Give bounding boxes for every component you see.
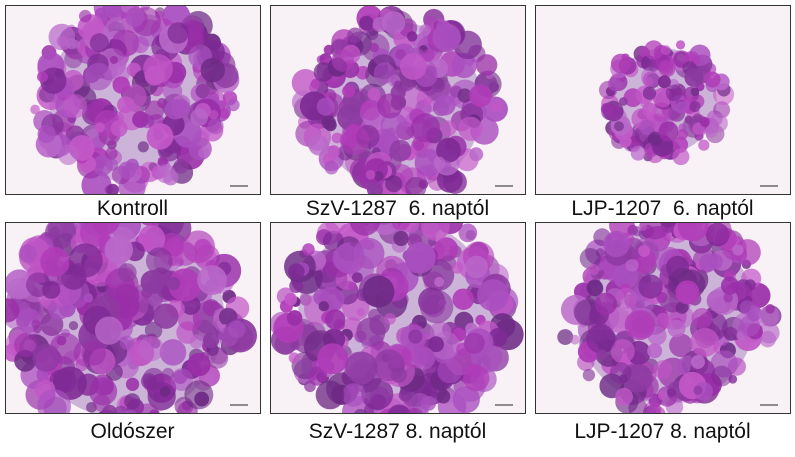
tissue-image [6, 223, 257, 413]
micrograph [535, 5, 791, 195]
micrograph [5, 222, 261, 414]
tissue-image [291, 6, 513, 194]
caption: SzV-1287 6. naptól [305, 197, 490, 220]
tissue-image [30, 6, 248, 194]
caption: SzV-1287 8. naptól [308, 420, 487, 443]
tissue-image [271, 223, 524, 413]
tissue-image [598, 40, 778, 187]
micrograph [535, 222, 791, 414]
caption: LJP-1207 8. naptól [574, 420, 751, 443]
tissue-image [557, 223, 782, 413]
caption: Kontroll [96, 197, 169, 220]
caption: LJP-1207 6. naptól [571, 197, 754, 220]
micrograph [5, 5, 261, 195]
caption: Oldószer [90, 420, 175, 443]
micrograph [270, 222, 526, 414]
micrograph [270, 5, 526, 195]
